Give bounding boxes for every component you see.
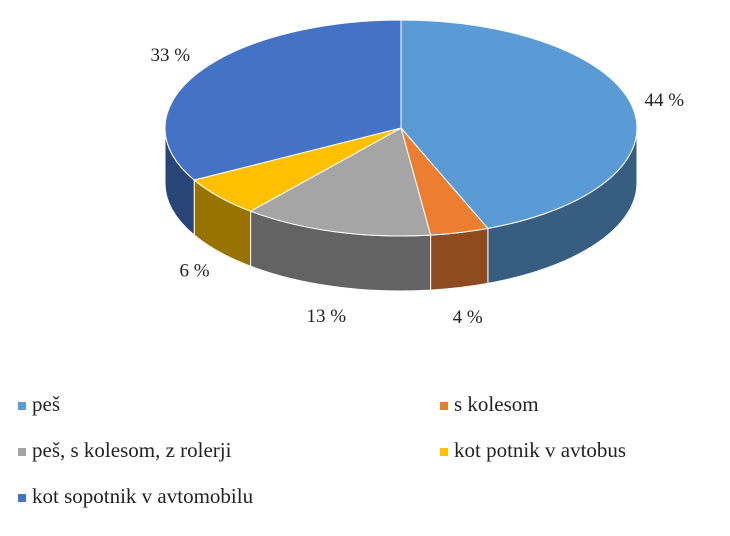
- data-label: 13 %: [306, 306, 346, 327]
- legend-label: peš: [32, 392, 60, 416]
- legend-marker: [440, 402, 448, 410]
- legend-label: kot sopotnik v avtomobilu: [32, 484, 254, 508]
- slice: [400, 19, 638, 229]
- legend-marker: [18, 494, 26, 502]
- data-label: 44 %: [644, 90, 684, 111]
- legend-marker: [440, 448, 448, 456]
- legend-label: peš, s kolesom, z rolerji: [32, 438, 232, 462]
- legend-marker: [18, 402, 26, 410]
- slice-side: [430, 227, 489, 291]
- data-label: 4 %: [453, 307, 483, 328]
- legend-label: s kolesom: [454, 392, 539, 416]
- data-label: 33 %: [151, 45, 191, 66]
- legend-label: kot potnik v avtobus: [454, 438, 626, 462]
- slice: [249, 127, 432, 237]
- legend-marker: [18, 448, 26, 456]
- slice: [164, 19, 402, 181]
- data-label: 6 %: [179, 261, 209, 282]
